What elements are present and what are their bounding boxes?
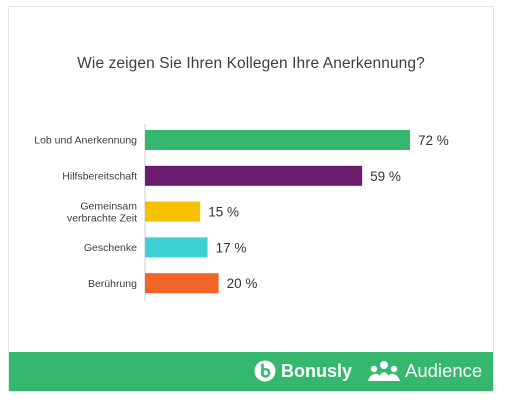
bonusly-wordmark: Bonusly	[281, 360, 353, 381]
bar	[145, 165, 363, 186]
chart-card: Wie zeigen Sie Ihren Kollegen Ihre Anerk…	[8, 6, 494, 392]
audience-logo: Audience	[367, 359, 482, 383]
category-label: Gemeinsam verbrachte Zeit	[67, 200, 137, 224]
bar-chart: Lob und Anerkennung 72 % Hilfsbereitschaft…	[34, 124, 449, 302]
audience-icon	[368, 361, 400, 381]
category-label: Berührung	[88, 278, 137, 290]
chart-title: Wie zeigen Sie Ihren Kollegen Ihre Anerk…	[77, 55, 425, 72]
bar	[145, 201, 201, 222]
value-label: 17 %	[216, 240, 247, 255]
value-label: 72 %	[418, 133, 449, 148]
category-label: Hilfsbereitschaft	[62, 171, 137, 183]
bar	[145, 237, 208, 258]
value-label: 20 %	[227, 276, 258, 291]
bar	[145, 273, 219, 294]
footer-bar: Bonusly Audience	[9, 352, 493, 391]
bar	[145, 130, 410, 150]
value-label: 15 %	[208, 205, 239, 220]
category-label: Lob und Anerkennung	[34, 135, 137, 147]
audience-wordmark: Audience	[405, 360, 483, 381]
bonusly-logo: Bonusly	[253, 359, 352, 383]
bonusly-icon	[254, 360, 276, 382]
value-label: 59 %	[370, 169, 401, 184]
category-label: Geschenke	[84, 242, 137, 254]
